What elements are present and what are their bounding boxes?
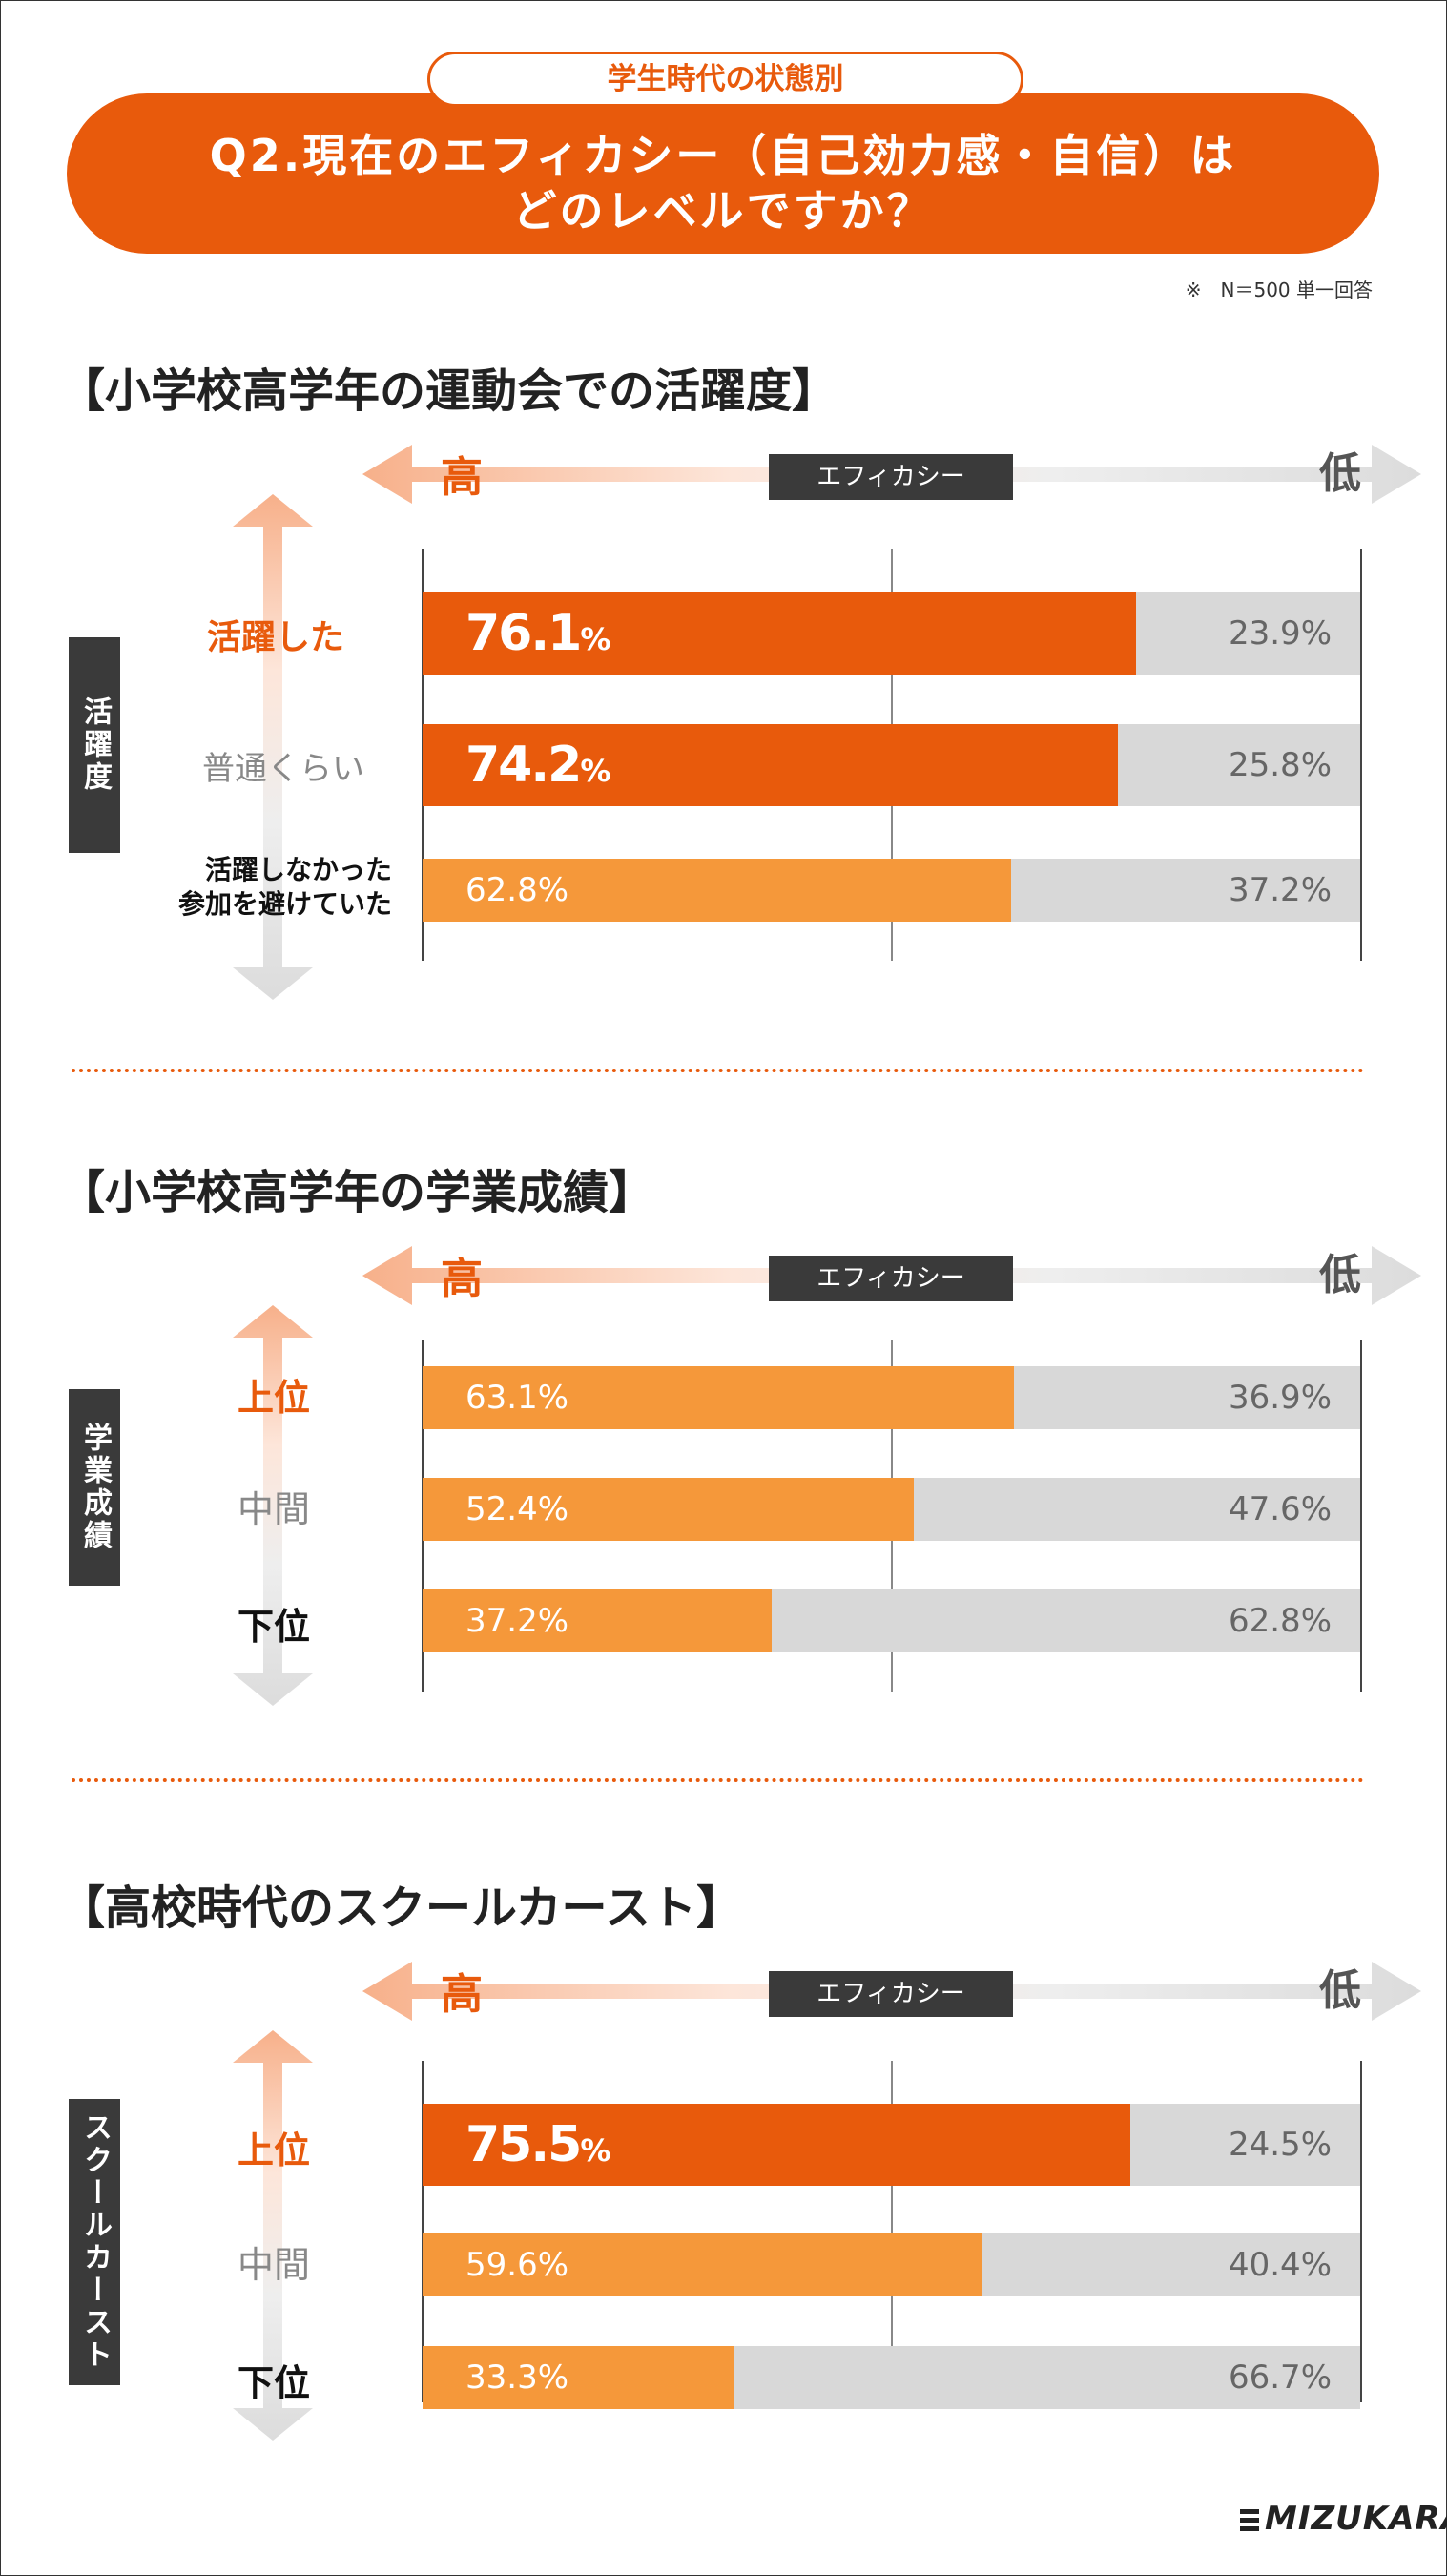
axis-right-line: [1360, 1340, 1362, 1692]
row-category-line: 活躍しなかった: [204, 854, 392, 885]
bar-low-value: 40.4%: [1228, 2246, 1332, 2284]
side-category-label: 活躍度: [69, 637, 120, 853]
bar-high-value: 62.8%: [465, 871, 569, 909]
row-category-label: 下位: [238, 1605, 310, 1649]
high-label: 高: [441, 453, 483, 502]
bar-low-value: 23.9%: [1228, 614, 1332, 653]
row-category-line: 下位: [237, 2362, 310, 2404]
rank-scale-arrow: [233, 494, 313, 1000]
row-category-label: 中間: [238, 2243, 310, 2287]
bar-low-value: 36.9%: [1228, 1379, 1332, 1417]
rank-scale-arrow: [233, 2030, 313, 2441]
side-category-label: スクールカースト: [69, 2099, 120, 2385]
bar-high-value: 74.2%: [465, 737, 611, 794]
bar-high-value: 37.2%: [465, 1602, 569, 1640]
bar-high-value: 52.4%: [465, 1490, 569, 1528]
rank-scale-arrow: [233, 1305, 313, 1706]
row-category-label: 上位: [238, 1376, 310, 1420]
chart-section-2: 【小学校高学年の学業成績】高 低 エフィカシー学業成績 63.1% 36.9% 上位 52.…: [0, 1154, 1447, 1822]
row-category-label: 下位: [238, 2361, 310, 2405]
title-line-2: どのレベルですか？: [512, 185, 934, 237]
bar-high-value: 63.1%: [465, 1379, 569, 1417]
mizukara-logo: MIZUKARA: [1240, 2500, 1447, 2538]
bar-high-value: 75.5%: [465, 2116, 611, 2173]
side-category-label: 学業成績: [69, 1389, 120, 1586]
bar-row: 33.3% 66.7%: [423, 2346, 1360, 2409]
bar-low-value: 47.6%: [1228, 1490, 1332, 1528]
row-category-line: 活躍した: [206, 618, 344, 657]
bar-low-value: 66.7%: [1228, 2358, 1332, 2397]
bar-row: 37.2% 62.8%: [423, 1589, 1360, 1652]
bar-row: 75.5% 24.5%: [423, 2104, 1360, 2186]
title-line-1: Q2.現在のエフィカシー（自己効力感・自信）は: [209, 130, 1237, 181]
bar-low-value: 25.8%: [1228, 746, 1332, 784]
bar-high-value: 59.6%: [465, 2246, 569, 2284]
bar-row: 74.2% 25.8%: [423, 724, 1360, 806]
row-category-label: 普通くらい: [202, 749, 364, 789]
percent-sign: %: [580, 2132, 611, 2169]
chart-title: 【小学校高学年の学業成績】: [59, 1166, 655, 1219]
chart-section-1: 【小学校高学年の運動会での活躍度】高 低 エフィカシー活躍度 76.1% 23.9% 活躍…: [0, 353, 1447, 1021]
bar-low-value: 62.8%: [1228, 1602, 1332, 1640]
efficacy-label: エフィカシー: [769, 454, 1013, 500]
axis-right-line: [1360, 549, 1362, 961]
sample-note: ※ N＝500 単一回答: [1185, 279, 1373, 301]
section-divider: [72, 1069, 1364, 1072]
bar-high-segment: [423, 2104, 1131, 2186]
section-divider: [72, 1778, 1364, 1782]
row-category-line: 参加を避けていた: [177, 888, 392, 920]
bar-high-segment: [423, 1589, 772, 1652]
efficacy-label: エフィカシー: [769, 1256, 1013, 1301]
bar-low-value: 24.5%: [1228, 2126, 1332, 2164]
percent-sign: %: [580, 621, 611, 657]
chart-title: 【小学校高学年の運動会での活躍度】: [59, 364, 838, 418]
bar-high-value: 76.1%: [465, 605, 611, 662]
bar-row: 59.6% 40.4%: [423, 2233, 1360, 2296]
bar-high-segment: [423, 592, 1137, 675]
high-label: 高: [441, 1255, 483, 1303]
logo-mark-icon: [1240, 2505, 1259, 2535]
subtitle-pill: 学生時代の状態別: [427, 52, 1023, 107]
percent-sign: %: [580, 753, 611, 789]
bar-row: 76.1% 23.9%: [423, 592, 1360, 675]
title-banner: Q2.現在のエフィカシー（自己効力感・自信）は どのレベルですか？: [67, 93, 1379, 254]
bar-high-value: 33.3%: [465, 2358, 569, 2397]
efficacy-label: エフィカシー: [769, 1971, 1013, 2017]
bar-low-value: 37.2%: [1228, 871, 1332, 909]
bar-row: 63.1% 36.9%: [423, 1366, 1360, 1429]
bar-high-segment: [423, 859, 1012, 922]
low-label: 低: [1319, 1251, 1361, 1299]
bar-high-segment: [423, 2346, 735, 2409]
bar-high-segment: [423, 1366, 1015, 1429]
chart-title: 【高校時代のスクールカースト】: [59, 1881, 743, 1935]
axis-left-line: [422, 2061, 424, 2402]
chart-section-3: 【高校時代のスクールカースト】高 低 エフィカシースクールカースト 75.5% 24.5…: [0, 1870, 1447, 2538]
high-label: 高: [441, 1970, 483, 2019]
row-category-line: 中間: [237, 2244, 310, 2286]
bar-high-segment: [423, 1478, 915, 1541]
bar-high-segment: [423, 2233, 982, 2296]
axis-right-line: [1360, 2061, 1362, 2402]
bar-row: 52.4% 47.6%: [423, 1478, 1360, 1541]
midpoint-line: [891, 2061, 893, 2402]
row-category-line: 上位: [237, 2129, 310, 2171]
row-category-line: 普通くらい: [202, 750, 364, 788]
row-category-label: 上位: [238, 2129, 310, 2172]
bar-high-segment: [423, 724, 1119, 806]
row-category-line: 上位: [237, 1377, 310, 1419]
row-category-line: 下位: [237, 1606, 310, 1648]
row-category-label: 活躍した: [207, 617, 344, 659]
logo-text: MIZUKARA: [1265, 2500, 1447, 2538]
low-label: 低: [1319, 449, 1361, 498]
row-category-line: 中間: [237, 1488, 310, 1530]
row-category-label: 活躍しなかった 参加を避けていた: [178, 853, 392, 922]
bar-row: 62.8% 37.2%: [423, 859, 1360, 922]
low-label: 低: [1319, 1966, 1361, 2015]
row-category-label: 中間: [238, 1487, 310, 1531]
